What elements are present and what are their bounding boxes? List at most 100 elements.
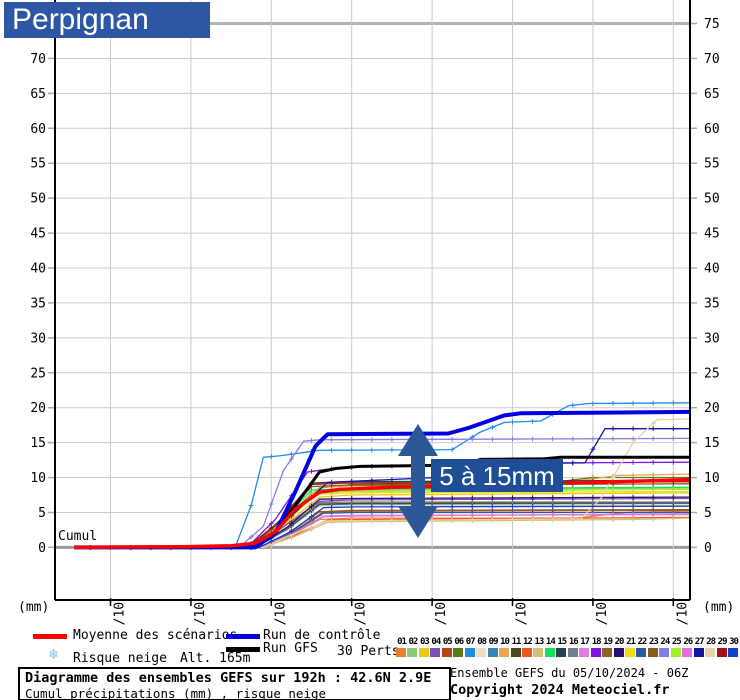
pert-color-18 bbox=[590, 648, 601, 657]
pert-number-11: 11 bbox=[511, 637, 522, 647]
pert-color-19 bbox=[602, 648, 613, 657]
pert-color-26 bbox=[682, 648, 693, 657]
altitude-label: Alt. 165m bbox=[180, 651, 251, 666]
pert-number-16: 16 bbox=[568, 637, 579, 647]
pert-number-08: 08 bbox=[477, 637, 487, 647]
svg-text:50: 50 bbox=[704, 192, 720, 207]
pert-color-16 bbox=[567, 648, 578, 657]
series-lines bbox=[74, 400, 690, 550]
series-p13 bbox=[74, 517, 690, 549]
svg-text:13/10: 13/10 bbox=[675, 602, 690, 625]
pert-number-23: 23 bbox=[648, 637, 659, 647]
svg-text:55: 55 bbox=[704, 157, 720, 172]
svg-text:08/10: 08/10 bbox=[273, 602, 288, 625]
svg-text:55: 55 bbox=[30, 157, 46, 172]
markers-p11 bbox=[88, 500, 676, 550]
pert-number-28: 28 bbox=[706, 637, 716, 647]
svg-text:10: 10 bbox=[30, 471, 46, 486]
svg-text:10: 10 bbox=[704, 471, 720, 486]
svg-text:Cumul: Cumul bbox=[58, 529, 97, 544]
legend-mean-label: Moyenne des scénarios bbox=[73, 628, 238, 643]
pert-number-02: 02 bbox=[408, 637, 419, 647]
svg-text:0: 0 bbox=[704, 541, 712, 556]
pert-color-10 bbox=[499, 648, 510, 657]
pert-number-04: 04 bbox=[431, 637, 441, 647]
series-p16 bbox=[74, 501, 690, 549]
pert-color-22 bbox=[636, 648, 647, 657]
legend-control-label: Run de contrôle bbox=[263, 628, 381, 643]
svg-text:10/10: 10/10 bbox=[434, 602, 449, 625]
svg-text:30: 30 bbox=[704, 331, 720, 346]
pert-color-14 bbox=[544, 648, 555, 657]
pert-number-10: 10 bbox=[500, 637, 510, 647]
pert-number-12: 12 bbox=[523, 637, 533, 647]
markers-p09 bbox=[88, 501, 676, 550]
pert-color-04 bbox=[430, 648, 441, 657]
pert-color-15 bbox=[556, 648, 567, 657]
svg-text:12/10: 12/10 bbox=[595, 602, 610, 625]
svg-text:07/10: 07/10 bbox=[193, 602, 208, 625]
pert-color-13 bbox=[533, 648, 544, 657]
svg-text:60: 60 bbox=[704, 122, 720, 137]
pert-number-14: 14 bbox=[545, 637, 556, 647]
series-p01 bbox=[74, 510, 690, 549]
pert-color-25 bbox=[670, 648, 681, 657]
svg-text:30: 30 bbox=[30, 331, 46, 346]
pert-color-17 bbox=[579, 648, 590, 657]
svg-text:50: 50 bbox=[30, 192, 46, 207]
axes bbox=[48, 0, 697, 606]
svg-text:25: 25 bbox=[704, 366, 720, 381]
series-moyenne bbox=[74, 477, 690, 550]
svg-text:0: 0 bbox=[38, 541, 46, 556]
pert-number-13: 13 bbox=[534, 637, 544, 647]
svg-text:20: 20 bbox=[30, 401, 46, 416]
pert-color-30 bbox=[728, 648, 739, 657]
pert-number-20: 20 bbox=[614, 637, 625, 647]
pert-number-26: 26 bbox=[683, 637, 693, 647]
pert-number-27: 27 bbox=[694, 637, 705, 647]
svg-text:65: 65 bbox=[704, 87, 720, 102]
pert-color-03 bbox=[418, 648, 429, 657]
pert-number-06: 06 bbox=[454, 637, 464, 647]
pert-color-23 bbox=[647, 648, 658, 657]
pert-number-17: 17 bbox=[580, 637, 590, 647]
perts-count-label: 30 Perts. bbox=[337, 644, 408, 659]
pert-color-24 bbox=[659, 648, 670, 657]
svg-text:15: 15 bbox=[30, 436, 46, 451]
svg-text:5: 5 bbox=[704, 506, 712, 521]
snow-risk-label: Risque neige bbox=[73, 651, 167, 666]
svg-text:11/10: 11/10 bbox=[515, 602, 530, 625]
pert-number-05: 05 bbox=[442, 637, 453, 647]
svg-text:35: 35 bbox=[30, 296, 46, 311]
range-label: 5 à 15mm bbox=[439, 461, 555, 491]
svg-text:65: 65 bbox=[30, 87, 46, 102]
range-label-box bbox=[431, 459, 563, 492]
svg-text:15: 15 bbox=[704, 436, 720, 451]
diagram-title: Diagramme des ensembles GEFS sur 192h : … bbox=[25, 670, 432, 686]
pert-number-19: 19 bbox=[603, 637, 613, 647]
svg-text:40: 40 bbox=[30, 262, 46, 277]
annotation: 5 à 15mm bbox=[398, 424, 563, 538]
svg-text:5: 5 bbox=[38, 506, 46, 521]
pert-number-15: 15 bbox=[557, 637, 567, 647]
legend-gfs-label: Run GFS bbox=[263, 641, 318, 656]
pert-number-21: 21 bbox=[626, 637, 636, 647]
pert-color-09 bbox=[487, 648, 498, 657]
pert-number-22: 22 bbox=[637, 637, 648, 647]
markers-p05 bbox=[88, 507, 676, 550]
pert-number-25: 25 bbox=[671, 637, 682, 647]
pert-color-12 bbox=[521, 648, 532, 657]
svg-text:20: 20 bbox=[704, 401, 720, 416]
pert-color-11 bbox=[510, 648, 521, 657]
svg-text:(mm): (mm) bbox=[703, 600, 734, 615]
pert-color-08 bbox=[476, 648, 487, 657]
svg-text:75: 75 bbox=[704, 17, 720, 32]
station-title: Perpignan bbox=[4, 2, 210, 38]
pert-color-27 bbox=[693, 648, 704, 657]
pert-number-09: 09 bbox=[488, 637, 499, 647]
pert-number-29: 29 bbox=[717, 637, 728, 647]
series-run-controle bbox=[74, 409, 690, 550]
